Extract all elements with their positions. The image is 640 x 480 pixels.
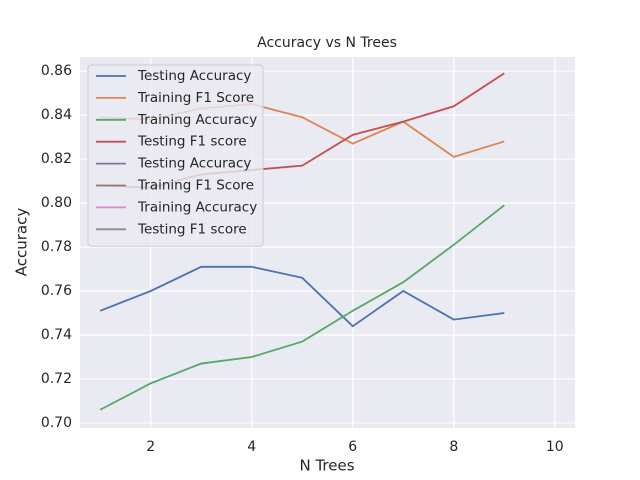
legend-label: Testing F1 score <box>137 134 247 150</box>
legend-label: Testing F1 score <box>137 221 247 237</box>
y-tick-label: 0.82 <box>41 151 72 167</box>
legend-label: Testing Accuracy <box>137 156 251 172</box>
y-tick-label: 0.86 <box>41 63 72 79</box>
legend-box <box>87 64 264 247</box>
line-series <box>99 204 505 411</box>
y-tick-label: 0.80 <box>41 195 72 211</box>
y-tick-label: 0.72 <box>41 371 72 387</box>
y-tick-label: 0.84 <box>41 107 72 123</box>
chart-title: Accuracy vs N Trees <box>257 35 397 51</box>
y-tick-label: 0.78 <box>41 239 72 255</box>
line-series <box>99 265 505 328</box>
x-tick-label: 10 <box>546 439 564 455</box>
x-tick-label: 2 <box>146 439 155 455</box>
y-axis-label: Accuracy <box>13 208 31 277</box>
legend-label: Training F1 Score <box>137 90 254 106</box>
legend-label: Training F1 Score <box>137 178 254 194</box>
y-tick-label: 0.74 <box>41 327 72 343</box>
x-tick-label: 6 <box>348 439 357 455</box>
legend-label: Training Accuracy <box>137 199 257 215</box>
x-axis-label: N Trees <box>299 457 354 475</box>
x-tick-label: 4 <box>247 439 256 455</box>
y-tick-label: 0.76 <box>41 283 72 299</box>
legend-label: Testing Accuracy <box>137 68 251 84</box>
y-tick-label: 0.70 <box>41 415 72 431</box>
x-tick-label: 8 <box>449 439 458 455</box>
legend-label: Training Accuracy <box>137 112 257 128</box>
